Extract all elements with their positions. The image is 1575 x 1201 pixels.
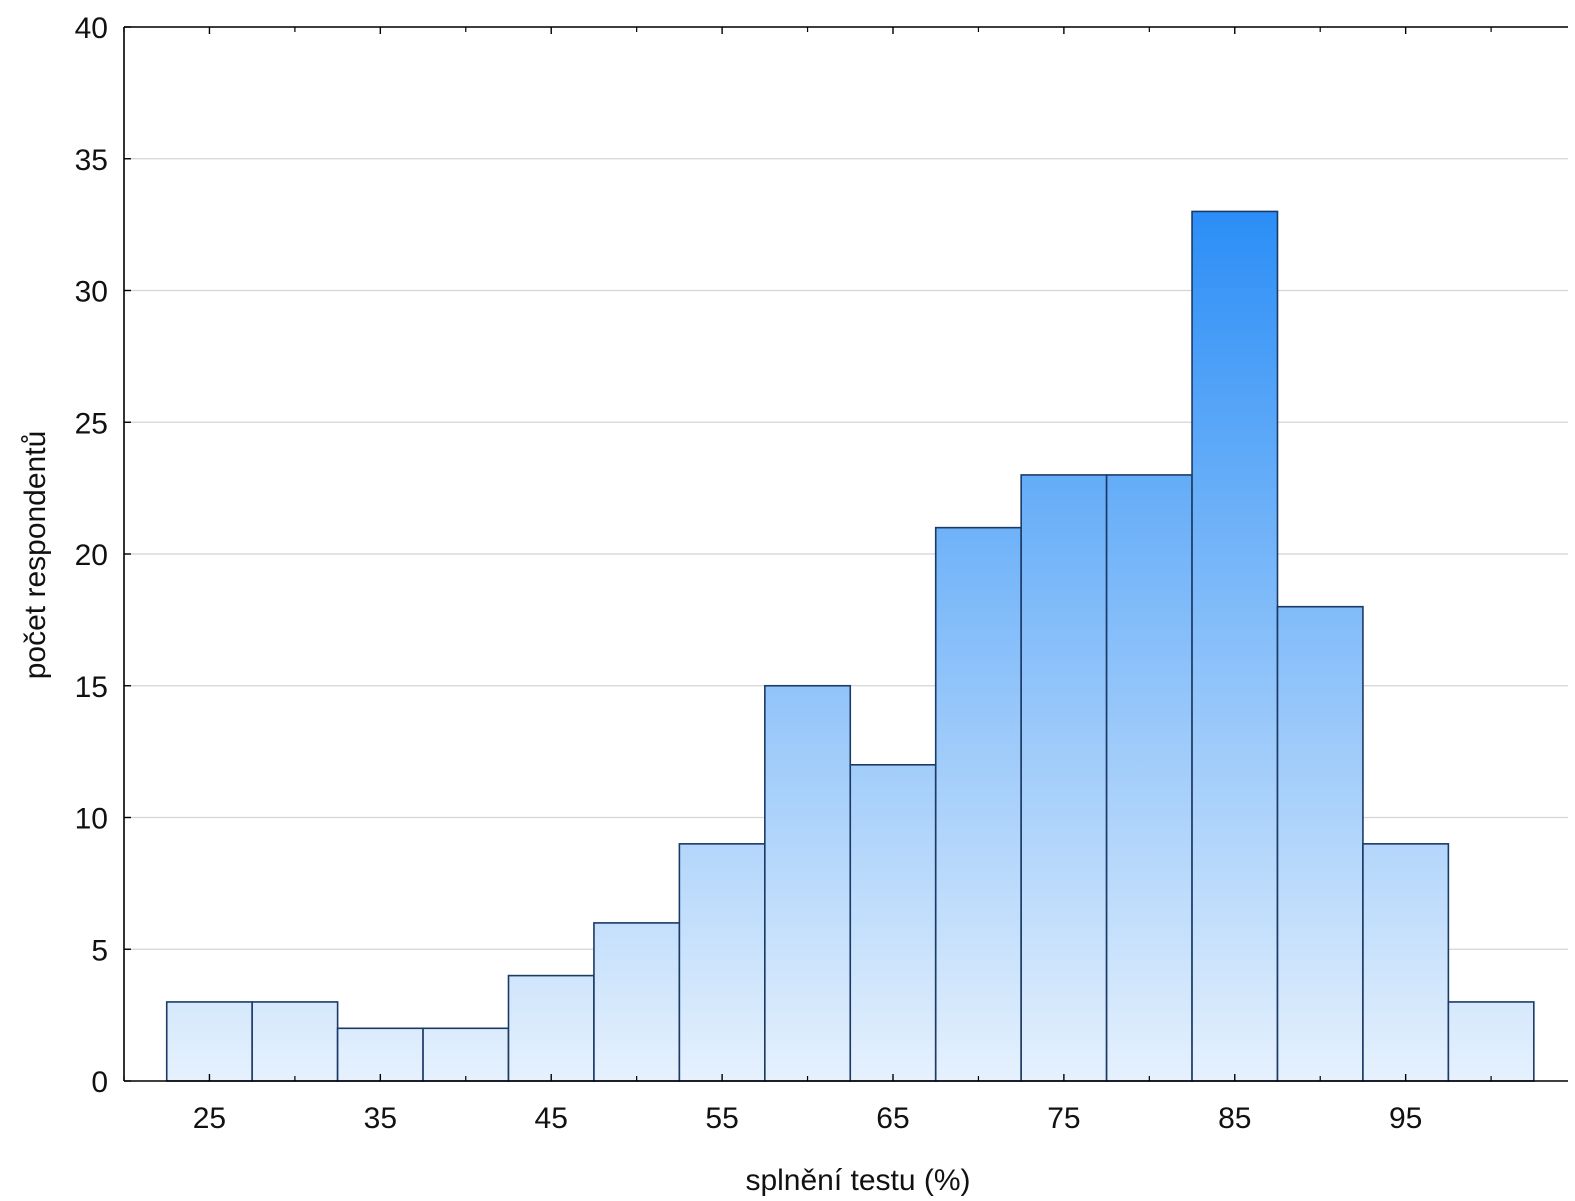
y-tick-label: 20: [75, 539, 108, 572]
histogram-bar: [934, 526, 1022, 1082]
y-tick-label: 40: [75, 12, 108, 45]
y-tick-label: 0: [91, 1066, 108, 1099]
histogram-bar: [1191, 210, 1279, 1082]
x-tick-label: 85: [1218, 1102, 1251, 1135]
histogram-bar: [165, 1001, 253, 1082]
y-tick-label: 30: [75, 276, 108, 309]
histogram-bar: [1276, 605, 1364, 1082]
y-tick-label: 35: [75, 144, 108, 177]
x-tick-label: 65: [876, 1102, 909, 1135]
histogram-bar: [849, 763, 937, 1082]
y-tick-label: 5: [91, 934, 108, 967]
x-tick-label: 55: [705, 1102, 738, 1135]
y-tick-label: 10: [75, 803, 108, 836]
histogram-bar: [1362, 843, 1450, 1082]
axes: [123, 26, 1568, 1082]
tick-labels: 0 5 10 15 20 25 30 35 40 25 35 45 55 65 75 85 95: [75, 12, 1423, 1135]
x-tick-label: 45: [535, 1102, 568, 1135]
x-axis-title: splnění testu (%): [745, 1164, 970, 1197]
histogram-bar: [593, 922, 681, 1082]
x-tick-label: 75: [1047, 1102, 1080, 1135]
histogram-bar: [336, 1027, 424, 1082]
histogram-bars: [165, 210, 1535, 1082]
y-tick-label: 15: [75, 671, 108, 704]
x-tick-label: 95: [1389, 1102, 1422, 1135]
histogram-bar: [422, 1027, 510, 1082]
y-tick-label: 25: [75, 407, 108, 440]
histogram-bar: [764, 684, 852, 1082]
histogram-bar: [507, 974, 595, 1082]
histogram-bar: [678, 843, 766, 1082]
y-axis-title: počet respondentů: [19, 431, 52, 680]
x-tick-label: 35: [364, 1102, 397, 1135]
histogram-bar: [1020, 474, 1108, 1082]
x-tick-label: 25: [193, 1102, 226, 1135]
histogram-bar: [1447, 1001, 1535, 1082]
histogram-bar: [251, 1001, 339, 1082]
histogram-bar: [1105, 474, 1193, 1082]
